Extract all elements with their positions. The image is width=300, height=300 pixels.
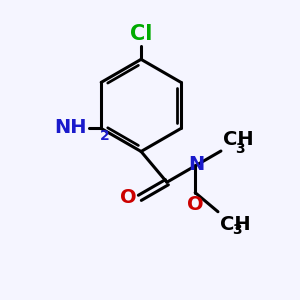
Text: N: N [189,155,205,174]
Text: Cl: Cl [130,24,152,44]
Text: NH: NH [55,118,87,137]
Text: CH: CH [220,215,251,234]
Text: 2: 2 [100,129,110,143]
Text: 3: 3 [232,223,242,237]
Text: O: O [120,188,136,207]
Text: O: O [187,195,203,214]
Text: CH: CH [223,130,254,148]
Text: 3: 3 [235,142,245,156]
